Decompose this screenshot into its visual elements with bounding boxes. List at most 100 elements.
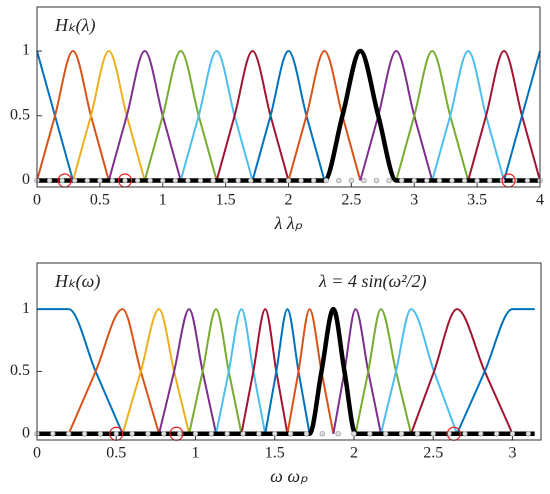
sample-point xyxy=(224,431,230,437)
sample-point xyxy=(192,431,199,437)
sample-point xyxy=(134,177,141,184)
sample-point xyxy=(122,177,128,184)
sample-point xyxy=(298,177,304,184)
sample-point xyxy=(285,177,292,184)
sample-point xyxy=(436,177,443,184)
sample-point xyxy=(260,177,267,184)
kernel-line xyxy=(143,50,218,181)
x-tick-label: 1 xyxy=(191,445,199,462)
sample-point xyxy=(176,431,183,437)
sample-point xyxy=(310,177,317,184)
sample-point xyxy=(65,431,72,437)
sample-point xyxy=(208,431,215,437)
sample-point xyxy=(147,177,153,184)
kernel-line xyxy=(410,308,514,435)
sample-point xyxy=(256,431,262,437)
x-tick-label: 0 xyxy=(33,445,41,462)
sample-point xyxy=(129,431,135,437)
sample-point xyxy=(319,431,325,437)
x-tick-label: 0 xyxy=(33,192,41,209)
x-tick-label: 0.5 xyxy=(90,192,110,209)
sample-point xyxy=(386,177,392,184)
kernel-line xyxy=(215,308,267,434)
sample-point xyxy=(367,431,373,437)
x-tick-label: 3.5 xyxy=(467,192,487,209)
sample-point xyxy=(197,177,204,184)
sample-point xyxy=(303,431,310,437)
y-tick-label: 0.5 xyxy=(10,362,30,379)
annotation: Hₖ(λ) xyxy=(54,15,95,36)
x-axis-label: λ λₚ xyxy=(274,213,303,233)
sample-point xyxy=(59,177,65,184)
kernel-line xyxy=(72,50,146,181)
kernel-line xyxy=(395,50,470,181)
sample-point xyxy=(398,177,405,184)
sample-point xyxy=(235,177,241,184)
sample-point xyxy=(524,177,531,184)
plot-area xyxy=(37,7,540,187)
kernel-line xyxy=(67,308,160,435)
sample-point xyxy=(336,177,342,184)
sample-point xyxy=(161,431,167,437)
sample-point xyxy=(97,177,103,184)
sample-point xyxy=(411,177,417,184)
sample-point xyxy=(210,177,216,184)
kernel-line xyxy=(36,50,110,181)
kernel-line xyxy=(36,306,535,437)
sample-point xyxy=(398,431,405,437)
y-tick-label: 0 xyxy=(22,424,30,441)
x-tick-label: 2 xyxy=(285,192,293,209)
kernel-line xyxy=(251,50,326,181)
x-tick-label: 3 xyxy=(508,445,516,462)
sample-point xyxy=(272,431,278,437)
annotation: Hₖ(ω) xyxy=(54,271,100,292)
x-tick-label: 3 xyxy=(410,192,418,209)
kernel-line xyxy=(179,50,254,181)
kernel-line xyxy=(240,308,289,434)
sample-point xyxy=(525,431,532,437)
kernel-line xyxy=(286,308,335,434)
sample-point xyxy=(287,431,294,437)
sample-point xyxy=(222,177,229,184)
x-axis-label: ω ωₚ xyxy=(270,466,308,486)
sample-point xyxy=(113,431,119,437)
sample-point xyxy=(50,431,56,437)
x-tick-label: 1.5 xyxy=(216,192,236,209)
sample-point xyxy=(160,177,166,184)
sample-point xyxy=(348,177,355,184)
sample-point xyxy=(462,431,468,437)
y-tick-label: 0.5 xyxy=(10,106,30,123)
sample-point xyxy=(493,431,500,437)
kernel-line xyxy=(503,50,541,181)
kernel-line xyxy=(354,308,413,435)
kernel-line xyxy=(359,50,434,181)
axes-frame xyxy=(36,6,541,188)
kernel-line xyxy=(467,50,541,181)
x-tick-label: 2 xyxy=(350,445,358,462)
sample-point xyxy=(97,431,104,437)
kernel-line xyxy=(188,308,243,434)
sample-point xyxy=(109,177,116,184)
kernel-line xyxy=(158,308,218,435)
sample-point xyxy=(509,431,516,437)
sample-point xyxy=(424,177,430,184)
axes-frame xyxy=(36,262,542,441)
x-tick-label: 2.5 xyxy=(341,192,361,209)
sample-point xyxy=(240,431,246,437)
sample-point xyxy=(487,177,493,184)
sample-point xyxy=(335,431,341,437)
y-tick-label: 1 xyxy=(22,300,30,317)
x-tick-label: 1.5 xyxy=(265,445,285,462)
kernel-line xyxy=(431,50,505,181)
sample-point xyxy=(461,177,468,184)
kernel-line xyxy=(264,308,311,434)
kernel-line xyxy=(332,308,382,434)
sample-point xyxy=(430,431,436,437)
kernel-line xyxy=(37,308,124,435)
kernel-line xyxy=(215,50,290,181)
sample-point xyxy=(373,177,380,184)
kernel-line xyxy=(107,50,182,181)
sample-point xyxy=(351,431,357,437)
sample-point xyxy=(382,431,389,437)
